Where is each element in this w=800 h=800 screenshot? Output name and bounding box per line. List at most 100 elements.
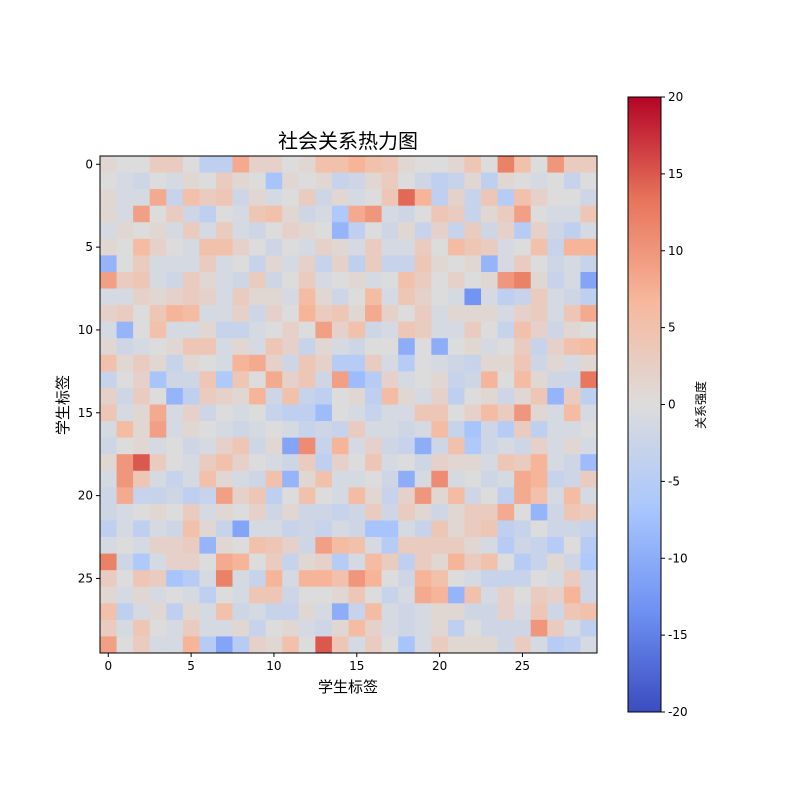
heatmap-cell	[232, 503, 250, 521]
heatmap-cell	[381, 371, 399, 389]
heatmap-cell	[100, 454, 117, 472]
heatmap-cell	[232, 371, 250, 389]
heatmap-cell	[331, 205, 349, 223]
heatmap-cell	[166, 570, 184, 588]
heatmap-cell	[547, 553, 565, 571]
heatmap-cell	[497, 172, 515, 190]
heatmap-cell	[232, 636, 250, 654]
heatmap-cell	[447, 271, 465, 289]
heatmap-cell	[215, 222, 233, 240]
heatmap-cell	[298, 387, 316, 405]
heatmap-cell	[232, 520, 250, 538]
heatmap-cell	[481, 537, 498, 554]
heatmap-cell	[464, 371, 482, 389]
colorbar-tick-label: 15	[668, 167, 683, 181]
heatmap-cell	[199, 255, 217, 273]
heatmap-cell	[249, 487, 267, 505]
heatmap-cell	[365, 354, 383, 372]
heatmap-cell	[530, 222, 548, 240]
heatmap-cell	[547, 387, 565, 405]
heatmap-cell	[398, 454, 416, 472]
heatmap-cell	[215, 437, 233, 455]
heatmap-cell	[215, 371, 233, 389]
heatmap-cell	[497, 537, 515, 554]
heatmap-cell	[215, 537, 233, 554]
heatmap-cell	[431, 454, 449, 472]
heatmap-cell	[398, 222, 416, 240]
heatmap-cell	[547, 636, 565, 654]
heatmap-cell	[249, 338, 267, 356]
heatmap-cell	[182, 321, 200, 339]
heatmap-cell	[232, 387, 250, 405]
heatmap-cell	[464, 537, 482, 554]
heatmap-cell	[447, 156, 465, 173]
heatmap-cell	[514, 570, 532, 588]
heatmap-cell	[563, 553, 581, 571]
heatmap-cell	[365, 404, 383, 422]
heatmap-cell	[331, 255, 349, 273]
heatmap-cell	[133, 255, 151, 273]
heatmap-cell	[563, 537, 581, 554]
heatmap-cell	[365, 321, 383, 339]
heatmap-cell	[249, 189, 267, 207]
heatmap-cell	[215, 172, 233, 190]
heatmap-cell	[315, 255, 333, 273]
heatmap-cell	[315, 404, 333, 422]
heatmap-cell	[497, 238, 515, 256]
heatmap-cell	[298, 636, 316, 654]
heatmap-cell	[265, 387, 283, 405]
heatmap-cell	[464, 288, 482, 306]
heatmap-cell	[249, 172, 267, 190]
heatmap-cell	[100, 156, 117, 173]
heatmap-cell	[265, 520, 283, 538]
heatmap-cell	[315, 354, 333, 372]
y-tick-label: 25	[78, 571, 93, 585]
heatmap-cell	[199, 421, 217, 439]
heatmap-cell	[282, 603, 300, 621]
heatmap-cell	[447, 238, 465, 256]
heatmap-cell	[133, 189, 151, 207]
heatmap-cell	[149, 238, 167, 256]
heatmap-cell	[348, 619, 366, 637]
heatmap-cell	[481, 470, 498, 488]
heatmap-cell	[547, 470, 565, 488]
heatmap-cell	[315, 205, 333, 223]
heatmap-cell	[464, 387, 482, 405]
heatmap-cell	[563, 205, 581, 223]
heatmap-cell	[100, 255, 117, 273]
heatmap-cell	[149, 222, 167, 240]
heatmap-cell	[199, 603, 217, 621]
heatmap-cell	[547, 603, 565, 621]
heatmap-cell	[166, 421, 184, 439]
heatmap-cell	[282, 487, 300, 505]
heatmap-cell	[249, 437, 267, 455]
heatmap-cell	[149, 487, 167, 505]
heatmap-cell	[331, 553, 349, 571]
heatmap-cell	[348, 421, 366, 439]
heatmap-cell	[497, 354, 515, 372]
heatmap-cell	[497, 553, 515, 571]
heatmap-cell	[100, 288, 117, 306]
heatmap-cell	[249, 636, 267, 654]
heatmap-cell	[547, 503, 565, 521]
heatmap-cell	[530, 454, 548, 472]
heatmap-cell	[497, 503, 515, 521]
heatmap-cell	[464, 354, 482, 372]
heatmap-cell	[133, 470, 151, 488]
heatmap-cell	[298, 421, 316, 439]
heatmap-cell	[580, 619, 598, 637]
heatmap-cell	[265, 586, 283, 604]
heatmap-cell	[563, 371, 581, 389]
heatmap-cell	[431, 172, 449, 190]
heatmap-cell	[249, 454, 267, 472]
heatmap-cell	[282, 537, 300, 554]
heatmap-cell	[215, 338, 233, 356]
heatmap-cell	[315, 503, 333, 521]
heatmap-cell	[464, 570, 482, 588]
heatmap-cell	[497, 305, 515, 323]
heatmap-cell	[149, 371, 167, 389]
heatmap-cell	[381, 487, 399, 505]
heatmap-frame	[99, 155, 598, 654]
heatmap-cell	[530, 371, 548, 389]
heatmap-cell	[464, 603, 482, 621]
